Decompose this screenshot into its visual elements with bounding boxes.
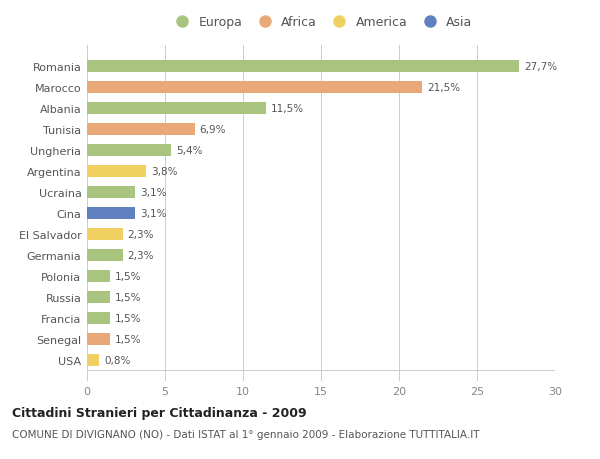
Bar bbox=[87, 82, 422, 94]
Bar bbox=[87, 270, 110, 282]
Text: 1,5%: 1,5% bbox=[115, 292, 142, 302]
Text: 27,7%: 27,7% bbox=[524, 62, 557, 72]
Text: 3,1%: 3,1% bbox=[140, 208, 167, 218]
Bar bbox=[87, 166, 146, 177]
Bar bbox=[87, 124, 194, 135]
Text: 1,5%: 1,5% bbox=[115, 334, 142, 344]
Text: COMUNE DI DIVIGNANO (NO) - Dati ISTAT al 1° gennaio 2009 - Elaborazione TUTTITAL: COMUNE DI DIVIGNANO (NO) - Dati ISTAT al… bbox=[12, 429, 479, 439]
Bar bbox=[87, 103, 266, 114]
Text: 2,3%: 2,3% bbox=[128, 250, 154, 260]
Text: 1,5%: 1,5% bbox=[115, 271, 142, 281]
Bar bbox=[87, 207, 136, 219]
Text: 11,5%: 11,5% bbox=[271, 104, 304, 114]
Text: 1,5%: 1,5% bbox=[115, 313, 142, 323]
Text: Cittadini Stranieri per Cittadinanza - 2009: Cittadini Stranieri per Cittadinanza - 2… bbox=[12, 406, 307, 419]
Bar bbox=[87, 229, 123, 240]
Bar bbox=[87, 313, 110, 324]
Bar bbox=[87, 61, 519, 73]
Bar bbox=[87, 250, 123, 261]
Text: 5,4%: 5,4% bbox=[176, 146, 202, 156]
Bar bbox=[87, 333, 110, 345]
Bar bbox=[87, 354, 100, 366]
Text: 21,5%: 21,5% bbox=[427, 83, 460, 93]
Text: 6,9%: 6,9% bbox=[199, 125, 226, 134]
Text: 2,3%: 2,3% bbox=[128, 230, 154, 239]
Text: 3,1%: 3,1% bbox=[140, 188, 167, 197]
Text: 3,8%: 3,8% bbox=[151, 167, 178, 177]
Bar bbox=[87, 187, 136, 198]
Bar bbox=[87, 291, 110, 303]
Text: 0,8%: 0,8% bbox=[104, 355, 131, 365]
Bar bbox=[87, 145, 171, 157]
Legend: Europa, Africa, America, Asia: Europa, Africa, America, Asia bbox=[167, 14, 475, 32]
